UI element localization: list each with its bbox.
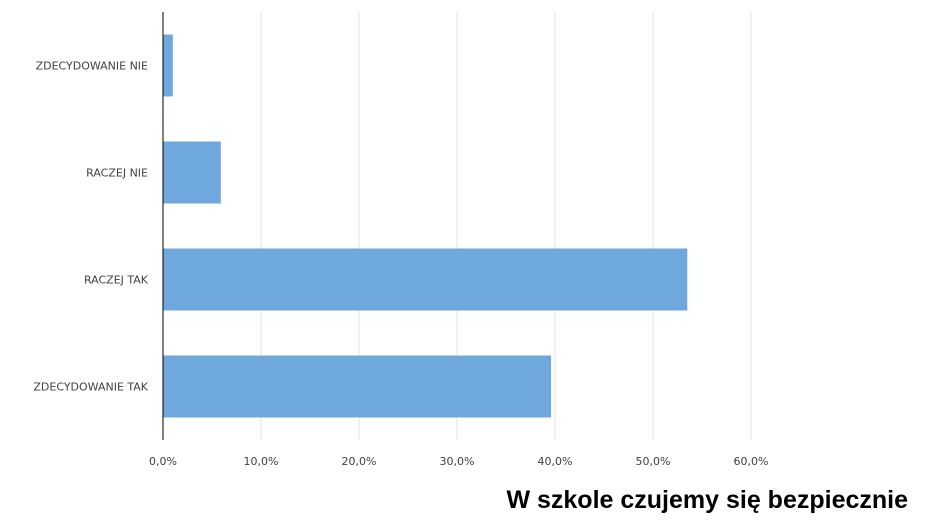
x-tick-label: 20,0% — [342, 455, 377, 468]
x-tick-label: 40,0% — [538, 455, 573, 468]
category-label: RACZEJ NIE — [86, 167, 148, 180]
category-label: RACZEJ TAK — [84, 274, 149, 287]
x-tick-label: 30,0% — [440, 455, 475, 468]
x-tick-label: 60,0% — [734, 455, 769, 468]
x-tick-labels: 0,0% 10,0% 20,0% 30,0% 40,0% 50,0% 60,0% — [149, 455, 768, 468]
bars — [163, 34, 688, 418]
bar — [163, 34, 173, 97]
x-tick-label: 50,0% — [636, 455, 671, 468]
bar — [163, 355, 552, 418]
bar — [163, 248, 688, 311]
category-label: ZDECYDOWANIE NIE — [36, 60, 148, 73]
x-tick-label: 0,0% — [149, 455, 177, 468]
chart-title: W szkole czujemy się bezpiecznie — [506, 486, 908, 514]
category-labels: ZDECYDOWANIE NIE RACZEJ NIE RACZEJ TAK ZDEC… — [33, 60, 148, 394]
x-tick-label: 10,0% — [244, 455, 279, 468]
category-label: ZDECYDOWANIE TAK — [33, 381, 148, 394]
bar — [163, 141, 221, 204]
